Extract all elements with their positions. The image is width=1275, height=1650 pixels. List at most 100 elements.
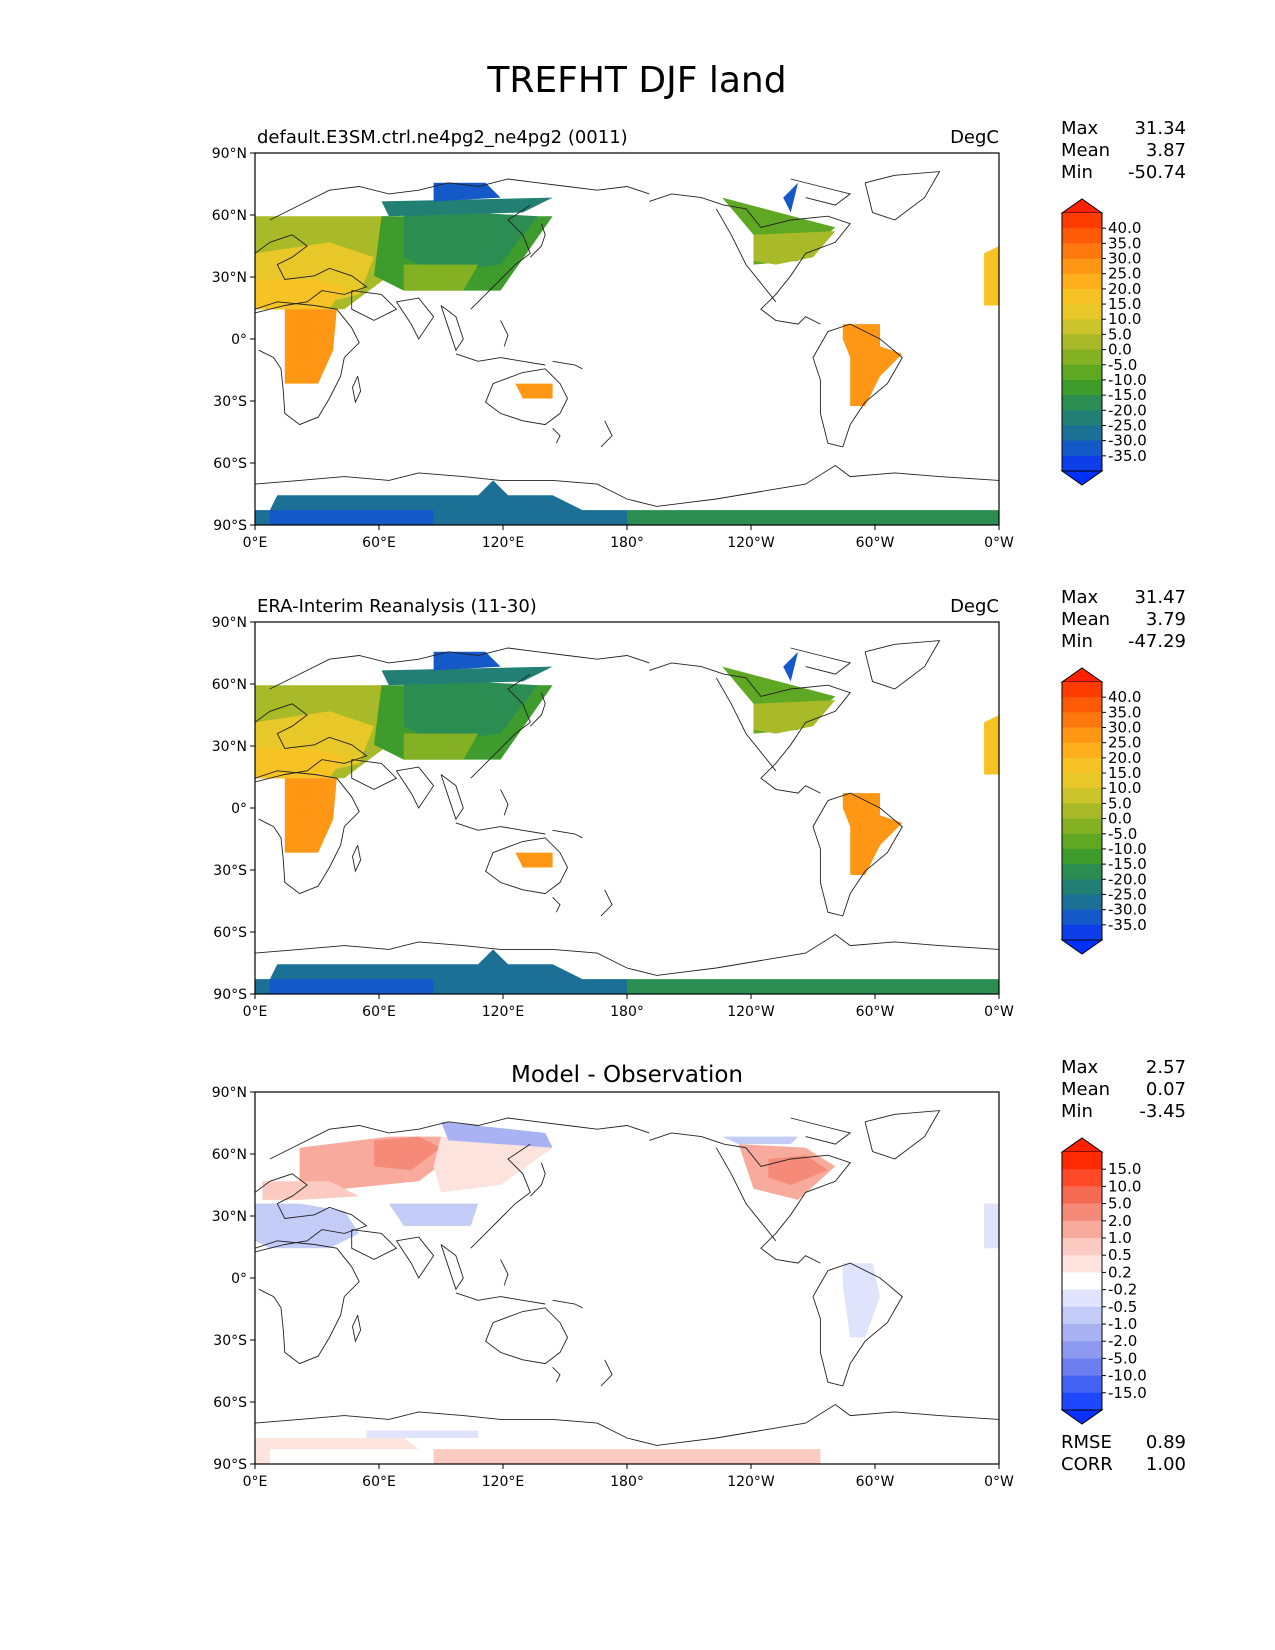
coastline [500, 320, 509, 347]
coastline [455, 353, 546, 366]
coastline [715, 208, 777, 303]
stat-label: Min [1061, 631, 1093, 652]
field-patch [381, 666, 553, 686]
colorbar-swatch [1062, 864, 1102, 880]
extra-stat-value: 1.00 [1146, 1454, 1186, 1475]
panel-left-title: default.E3SM.ctrl.ne4pg2_ne4pg2 (0011) [257, 127, 628, 148]
colorbar-swatch [1062, 258, 1102, 275]
coastline [455, 1292, 546, 1305]
colorbar-tick-label: 35.0 [1108, 703, 1141, 721]
colorbar-tick-label: -10.0 [1108, 1367, 1147, 1385]
lon-tick-label: 60°E [362, 1004, 396, 1020]
colorbar-tick-label: 0.5 [1108, 1246, 1132, 1264]
lon-tick-label: 120°W [727, 535, 775, 551]
field-patch [381, 197, 553, 217]
coastline [255, 464, 999, 507]
lat-tick-label: 30°S [213, 863, 247, 879]
panel-diff: Model - Observation 90°N 60°N 30°N 0° 30°S 60°… [212, 1057, 1186, 1490]
coastline [790, 178, 852, 206]
colorbar-tick-label: -25.0 [1108, 885, 1147, 903]
field-patch [842, 793, 903, 875]
colorbar-swatch [1062, 1255, 1102, 1273]
field-patch [441, 1121, 553, 1148]
coastline [255, 770, 360, 895]
coastline [500, 1259, 509, 1286]
colorbar-tick-label: -35.0 [1108, 916, 1147, 934]
coastline [352, 1315, 362, 1343]
colorbar-swatch [1062, 1203, 1102, 1222]
colorbar-swatch [1062, 1238, 1102, 1256]
stat-value: -3.45 [1139, 1101, 1186, 1122]
field-patch [255, 1203, 360, 1249]
coastline [529, 692, 546, 727]
coastline [649, 193, 851, 325]
colorbar-swatch [1062, 1375, 1102, 1394]
colorbar-swatch [1062, 788, 1102, 804]
field-patch [984, 1203, 999, 1249]
colorbar-swatch [1062, 727, 1102, 744]
colorbar-tick-label: 10.0 [1108, 310, 1141, 328]
colorbar-tick-label: -5.0 [1108, 825, 1137, 843]
colorbar-swatch [1062, 425, 1102, 442]
figure-title: TREFHT DJF land [486, 60, 786, 101]
colorbar-tick-label: -30.0 [1108, 901, 1147, 919]
stat-label: Mean [1061, 140, 1110, 161]
stat-value: 31.47 [1134, 587, 1186, 608]
field-patch [366, 1430, 479, 1438]
field-patch [842, 324, 903, 406]
field-patch [842, 1263, 880, 1338]
colorbar-swatch [1062, 243, 1102, 260]
lat-tick-label: 60°N [212, 677, 247, 693]
colorbar-bottom-arrow [1060, 470, 1104, 486]
colorbar-tick-label: 0.2 [1108, 1263, 1132, 1281]
colorbar-tick-label: 1.0 [1108, 1229, 1132, 1247]
coastline [255, 234, 368, 314]
coastline [552, 360, 583, 370]
colorbar-tick-label: -30.0 [1108, 432, 1147, 450]
colorbar-tick-label: -10.0 [1108, 840, 1147, 858]
panel-obs: ERA-Interim Reanalysis (11-30) DegC 90°N 60… [212, 587, 1186, 1020]
colorbar-swatch [1062, 364, 1102, 381]
lat-tick-label: 30°N [212, 739, 247, 755]
field-patch [783, 182, 799, 213]
colorbar-tick-label: 15.0 [1108, 764, 1141, 782]
colorbar-swatch [1062, 909, 1102, 926]
colorbar-swatch [1062, 1220, 1102, 1239]
field-patch [374, 1136, 441, 1171]
colorbar-swatch [1062, 228, 1102, 244]
stat-label: Min [1061, 162, 1093, 183]
coastline [790, 1117, 852, 1145]
coastline [485, 1307, 569, 1365]
stat-value: 2.57 [1146, 1057, 1186, 1078]
field-patch [433, 182, 501, 202]
colorbar-tick-label: -5.0 [1108, 1349, 1137, 1367]
panel-left-title: ERA-Interim Reanalysis (11-30) [257, 596, 537, 617]
field-patch [515, 852, 553, 868]
coastline [529, 223, 546, 258]
coastline [552, 1366, 561, 1383]
panel-center-title: Model - Observation [511, 1062, 743, 1088]
field-patch [269, 979, 434, 994]
colorbar-swatch [1062, 334, 1102, 351]
colorbar-swatch [1062, 924, 1102, 941]
colorbar-tick-label: 25.0 [1108, 265, 1141, 283]
coastline [552, 427, 561, 444]
field-patch [255, 1438, 419, 1464]
panel-units: DegC [950, 127, 999, 148]
lon-tick-label: 120°W [727, 1004, 775, 1020]
lon-tick-label: 120°E [482, 1004, 525, 1020]
colorbar-tick-label: 0.0 [1108, 810, 1132, 828]
coastline [396, 766, 435, 809]
colorbar-swatch [1062, 742, 1102, 759]
field-patch [433, 1136, 553, 1193]
colorbar-swatch [1062, 455, 1102, 472]
coastline [351, 290, 398, 321]
lat-tick-label: 0° [231, 332, 247, 348]
field-patch [768, 1155, 828, 1185]
coastline [440, 774, 464, 821]
colorbar-swatch [1062, 1169, 1102, 1187]
colorbar-tick-label: 10.0 [1108, 1177, 1141, 1195]
stat-label: Mean [1061, 609, 1110, 630]
lon-tick-label: 120°E [482, 1474, 525, 1490]
coastline [552, 896, 561, 913]
